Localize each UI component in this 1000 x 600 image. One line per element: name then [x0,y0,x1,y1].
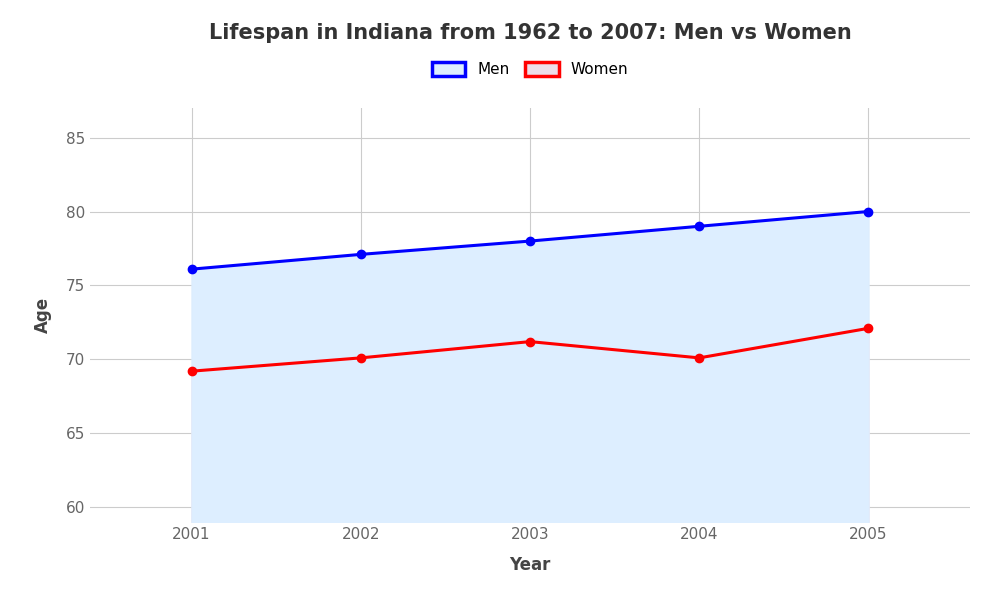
Legend: Men, Women: Men, Women [432,62,628,77]
Title: Lifespan in Indiana from 1962 to 2007: Men vs Women: Lifespan in Indiana from 1962 to 2007: M… [209,23,851,43]
X-axis label: Year: Year [509,556,551,574]
Y-axis label: Age: Age [34,297,52,333]
